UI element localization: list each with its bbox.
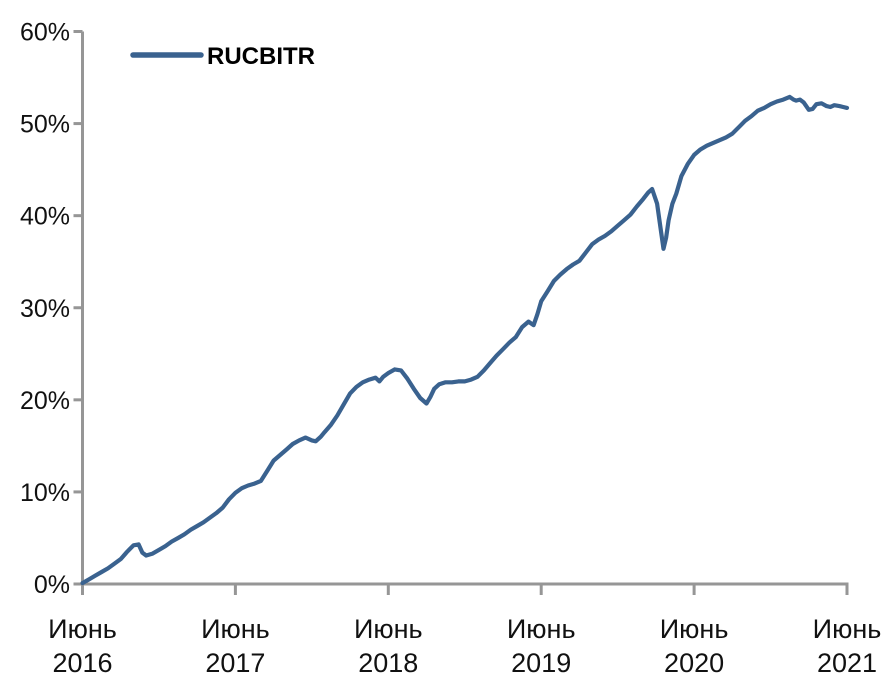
y-tick-label: 0% bbox=[34, 571, 70, 599]
y-tick-label: 30% bbox=[20, 295, 70, 323]
series-lines bbox=[80, 94, 850, 586]
x-tick-label-month: Июнь bbox=[354, 614, 423, 644]
x-tick-label-month: Июнь bbox=[48, 614, 117, 644]
price-line bbox=[80, 94, 850, 586]
x-tick-label-year: 2021 bbox=[817, 648, 877, 678]
x-tick-label-year: 2017 bbox=[205, 648, 265, 678]
y-tick-label: 60% bbox=[20, 19, 70, 47]
x-tick-label-year: 2016 bbox=[52, 648, 112, 678]
x-axis-ticks: Июнь 2016 Июнь 2017 Июнь 2018 Июнь 2019 Июнь 2020… bbox=[48, 584, 881, 678]
legend: RUCBITR bbox=[130, 43, 315, 70]
x-tick-label-year: 2019 bbox=[511, 648, 571, 678]
y-tick-label: 50% bbox=[20, 111, 70, 139]
legend-label: RUCBITR bbox=[207, 43, 315, 70]
x-tick-label-year: 2018 bbox=[358, 648, 418, 678]
y-tick-label: 40% bbox=[20, 203, 70, 231]
x-tick-label-month: Июнь bbox=[660, 614, 729, 644]
x-tick-label-month: Июнь bbox=[507, 614, 576, 644]
y-axis-ticks: 0% 10% 20% 30% 40% 50% 60% bbox=[20, 19, 83, 599]
x-tick-label-month: Июнь bbox=[201, 614, 270, 644]
x-tick-label-month: Июнь bbox=[813, 614, 882, 644]
axes bbox=[81, 31, 849, 595]
y-tick-label: 20% bbox=[20, 387, 70, 415]
x-tick-label-year: 2020 bbox=[664, 648, 724, 678]
y-tick-label: 10% bbox=[20, 479, 70, 507]
